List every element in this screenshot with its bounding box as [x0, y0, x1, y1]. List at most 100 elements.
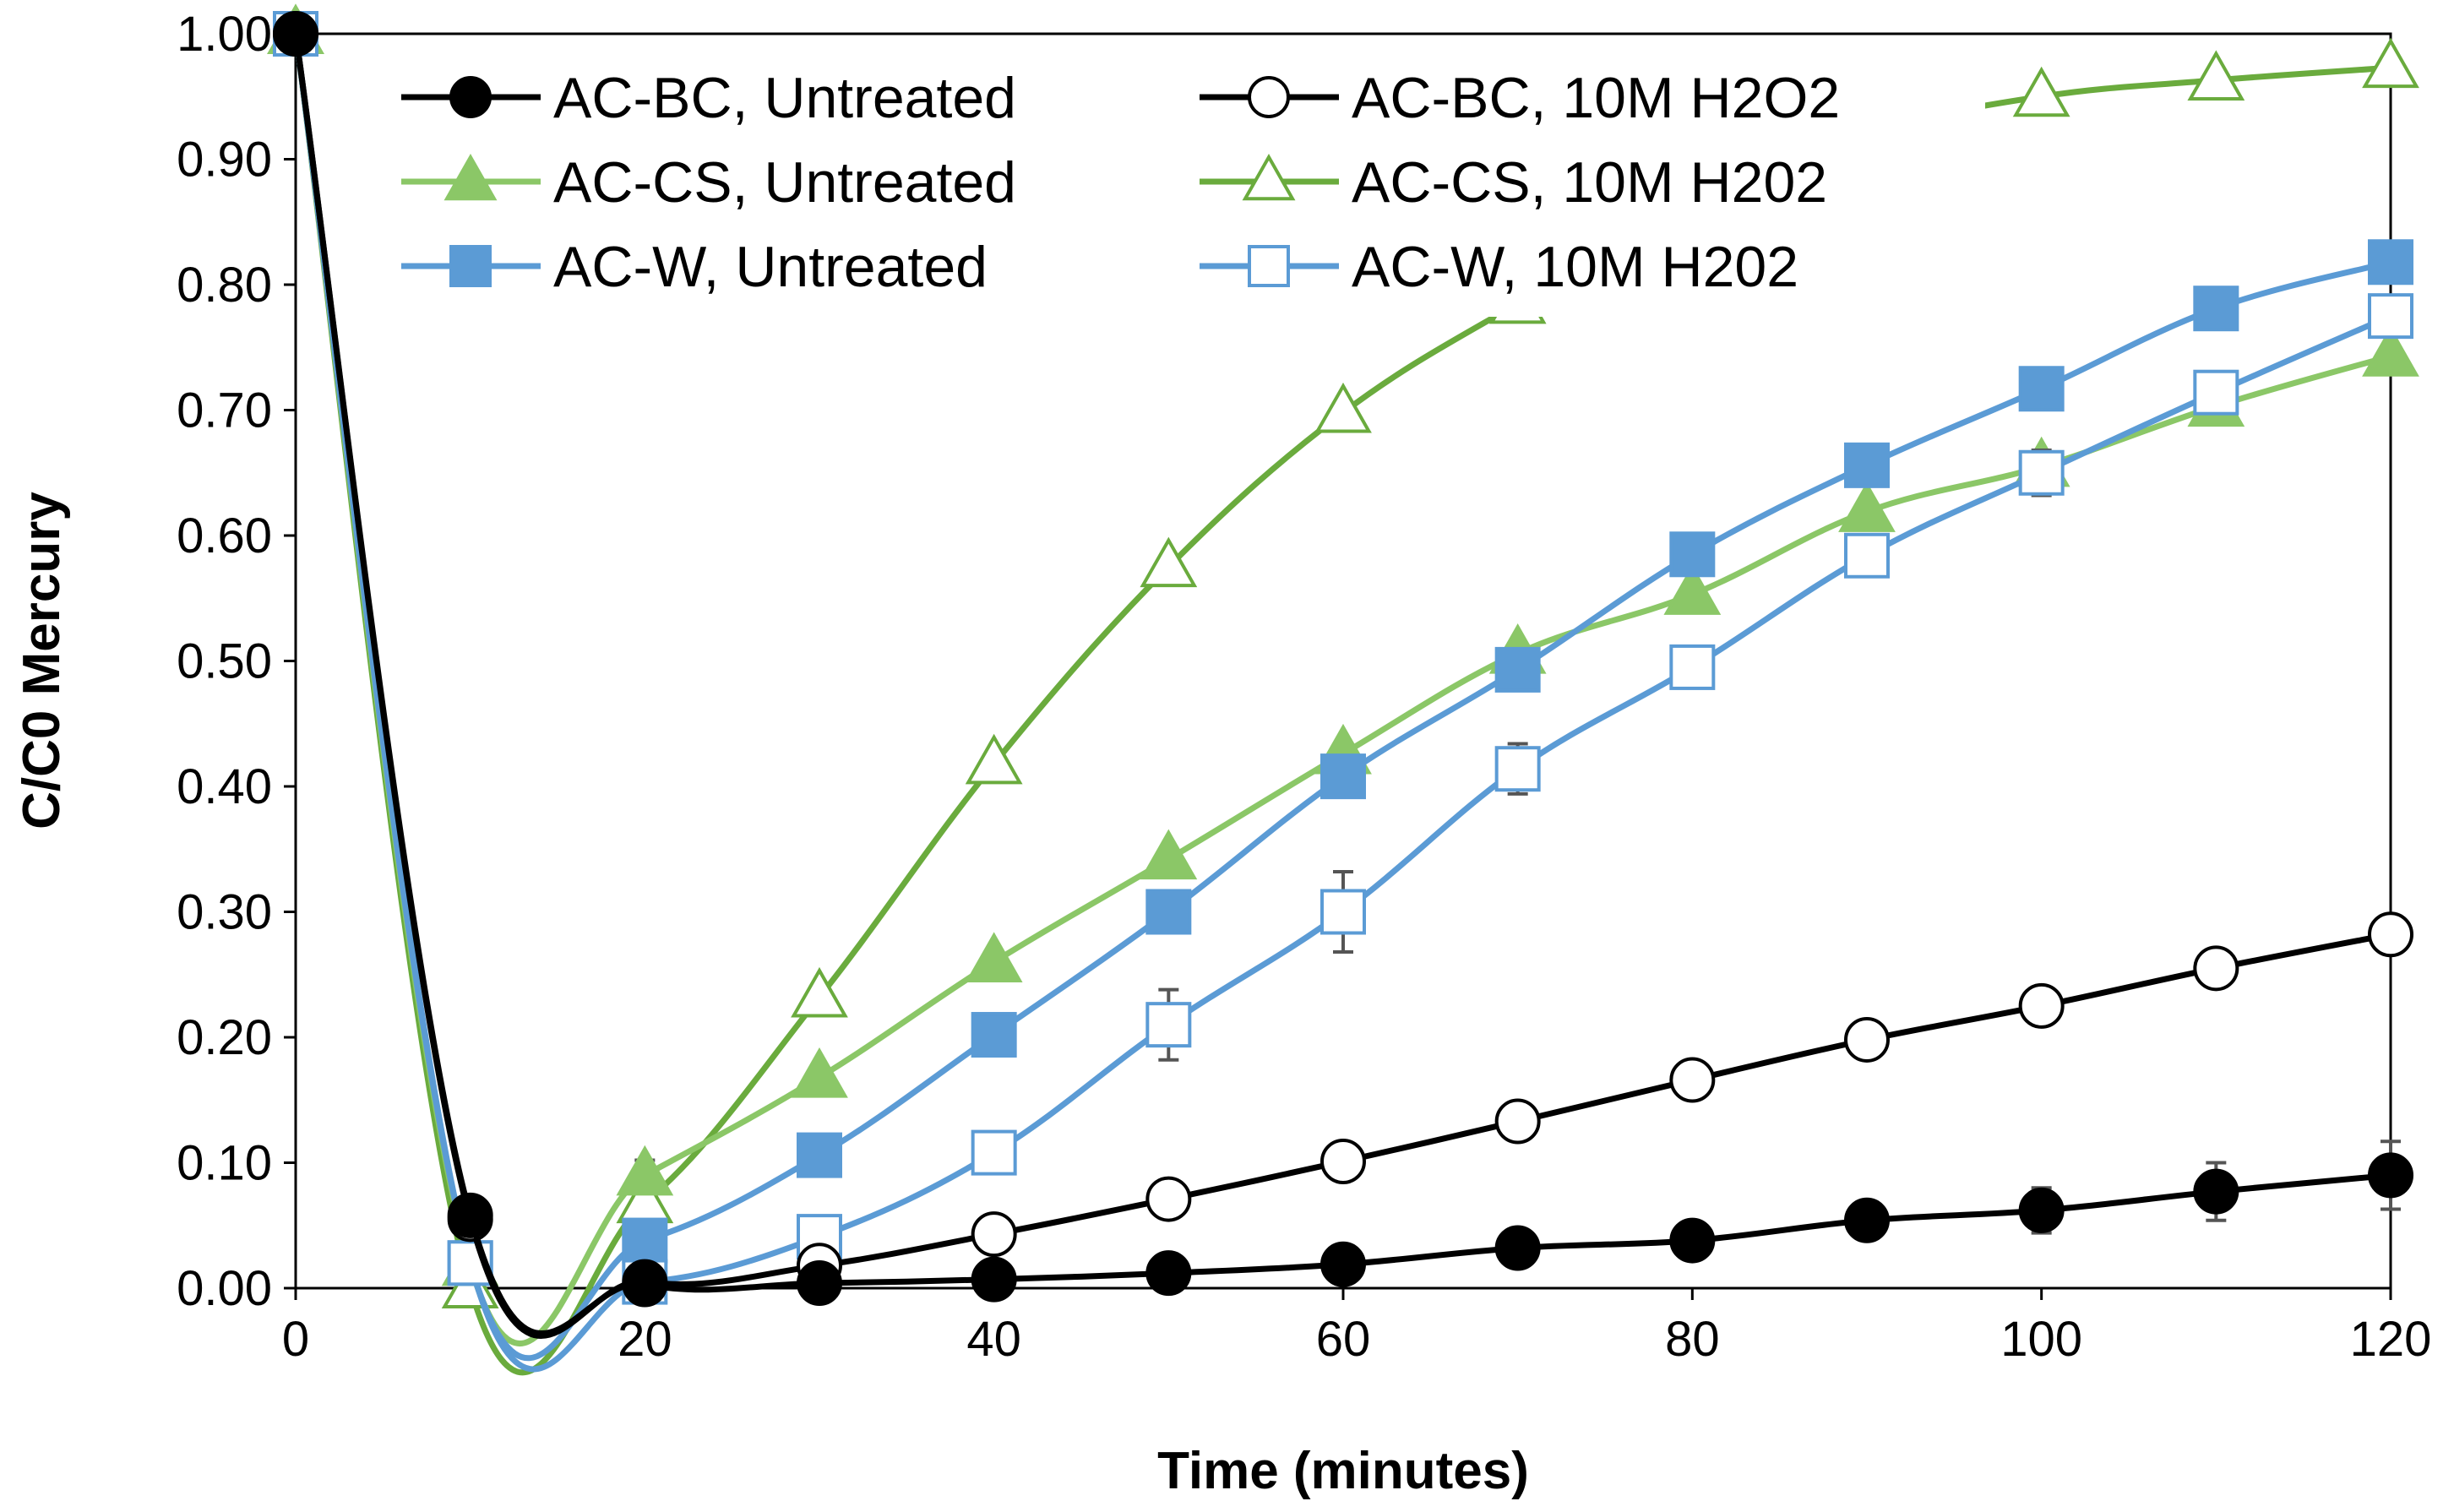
- x-tick-label: 20: [618, 1312, 672, 1367]
- y-tick-label: 0.90: [177, 133, 272, 188]
- data-point: [2368, 1152, 2413, 1199]
- data-point: [1320, 1241, 1366, 1287]
- data-point: [2018, 449, 2065, 496]
- legend-marker: [1248, 76, 1290, 118]
- series-layer: [267, 3, 2419, 1376]
- legend-label: AC-CS, 10M H202: [1352, 150, 1827, 215]
- x-tick-label: 0: [282, 1312, 309, 1367]
- legend-entry: AC-CS, 10M H202: [1200, 150, 1827, 215]
- y-tick-label: 0.60: [177, 509, 272, 563]
- y-tick-label: 0.20: [177, 1010, 272, 1065]
- data-point: [1669, 1217, 1716, 1264]
- data-point: [1669, 531, 1716, 578]
- data-point: [2187, 50, 2245, 101]
- data-point: [1320, 1139, 1366, 1185]
- data-point: [1844, 1197, 1890, 1243]
- legend-entry: AC-BC, Untreated: [401, 66, 1016, 130]
- legend-marker: [443, 153, 498, 201]
- legend-background: [389, 46, 1985, 317]
- legend-label: AC-CS, Untreated: [553, 150, 1016, 215]
- data-point: [622, 1217, 668, 1264]
- data-point: [791, 966, 848, 1018]
- data-point: [791, 1047, 848, 1098]
- data-point: [1140, 536, 1198, 588]
- data-point: [1145, 1002, 1192, 1048]
- data-point: [2368, 293, 2413, 340]
- y-tick-label: 0.80: [177, 258, 272, 313]
- y-tick-label: 0.00: [177, 1261, 272, 1316]
- legend-label: AC-W, Untreated: [553, 235, 988, 299]
- data-point: [2362, 326, 2419, 377]
- data-point: [1844, 532, 1890, 579]
- data-point: [1145, 889, 1192, 935]
- data-point: [2362, 37, 2419, 89]
- data-point: [971, 1012, 1017, 1058]
- data-point: [2193, 1168, 2239, 1215]
- data-point: [622, 1261, 668, 1308]
- y-tick-label: 0.70: [177, 383, 272, 438]
- x-tick-label: 80: [1665, 1312, 1720, 1367]
- data-point: [1320, 753, 1366, 800]
- legend-entry: AC-W, Untreated: [401, 235, 988, 299]
- x-tick-label: 60: [1316, 1312, 1371, 1367]
- legend-label: AC-BC, 10M H2O2: [1352, 66, 1840, 130]
- legend: AC-BC, Untreated AC-BC, 10M H2O2 AC-CS, Un…: [389, 46, 1985, 317]
- data-point: [2012, 66, 2070, 117]
- data-point: [2368, 239, 2413, 286]
- data-point: [2018, 366, 2065, 412]
- data-point: [616, 1145, 674, 1196]
- legend-label: AC-W, 10M H202: [1352, 235, 1798, 299]
- data-point: [1314, 382, 1372, 433]
- data-point: [1669, 644, 1716, 690]
- axes: 0.00 0.10 0.20 0.30 0.40 0.50 0.60 0.70 0.80 0.90…: [177, 7, 2431, 1367]
- data-point: [1140, 829, 1198, 880]
- data-point: [1494, 1098, 1541, 1145]
- data-point: [1145, 1176, 1192, 1222]
- data-point: [965, 932, 1023, 982]
- y-tick-label: 0.30: [177, 885, 272, 940]
- legend-marker: [1242, 153, 1296, 201]
- y-tick-label: 0.50: [177, 634, 272, 689]
- legend-entry: AC-W, 10M H202: [1200, 235, 1798, 299]
- data-point: [2193, 945, 2239, 992]
- data-point: [1844, 442, 1890, 488]
- legend-entry: AC-CS, Untreated: [401, 150, 1016, 215]
- y-tick-label: 0.10: [177, 1136, 272, 1191]
- y-tick-label: 1.00: [177, 7, 272, 62]
- x-axis-title: Time (minutes): [1157, 1442, 1529, 1500]
- data-point: [1663, 564, 1722, 615]
- data-point: [797, 1132, 842, 1178]
- x-tick-label: 100: [2000, 1312, 2082, 1367]
- x-tick-label: 120: [2350, 1312, 2432, 1367]
- data-point: [1669, 1057, 1716, 1103]
- data-point: [971, 1256, 1017, 1303]
- legend-marker: [449, 76, 492, 118]
- data-point: [1494, 646, 1541, 693]
- data-point: [2018, 1187, 2065, 1233]
- legend-entry: AC-BC, 10M H2O2: [1200, 66, 1840, 130]
- data-point: [1494, 1225, 1541, 1271]
- data-point: [1320, 889, 1366, 935]
- y-axis-title: C/C0 Mercury: [13, 492, 71, 829]
- data-point: [2018, 982, 2065, 1029]
- data-point: [273, 11, 318, 57]
- data-point: [971, 1211, 1017, 1258]
- data-point: [965, 733, 1023, 785]
- legend-marker: [449, 245, 492, 287]
- data-point: [971, 1129, 1017, 1176]
- data-point: [2193, 369, 2239, 416]
- data-point: [1844, 1016, 1890, 1063]
- data-point: [2193, 286, 2239, 332]
- x-tick-label: 40: [966, 1312, 1021, 1367]
- data-point: [1145, 1250, 1192, 1297]
- series-0: [273, 11, 2413, 1337]
- y-tick-label: 0.40: [177, 759, 272, 814]
- data-point: [2368, 911, 2413, 958]
- legend-label: AC-BC, Untreated: [553, 66, 1016, 130]
- data-point: [1838, 481, 1896, 532]
- data-point: [797, 1260, 842, 1307]
- data-point: [1494, 746, 1541, 792]
- legend-marker: [1248, 245, 1290, 287]
- data-point: [447, 1192, 493, 1238]
